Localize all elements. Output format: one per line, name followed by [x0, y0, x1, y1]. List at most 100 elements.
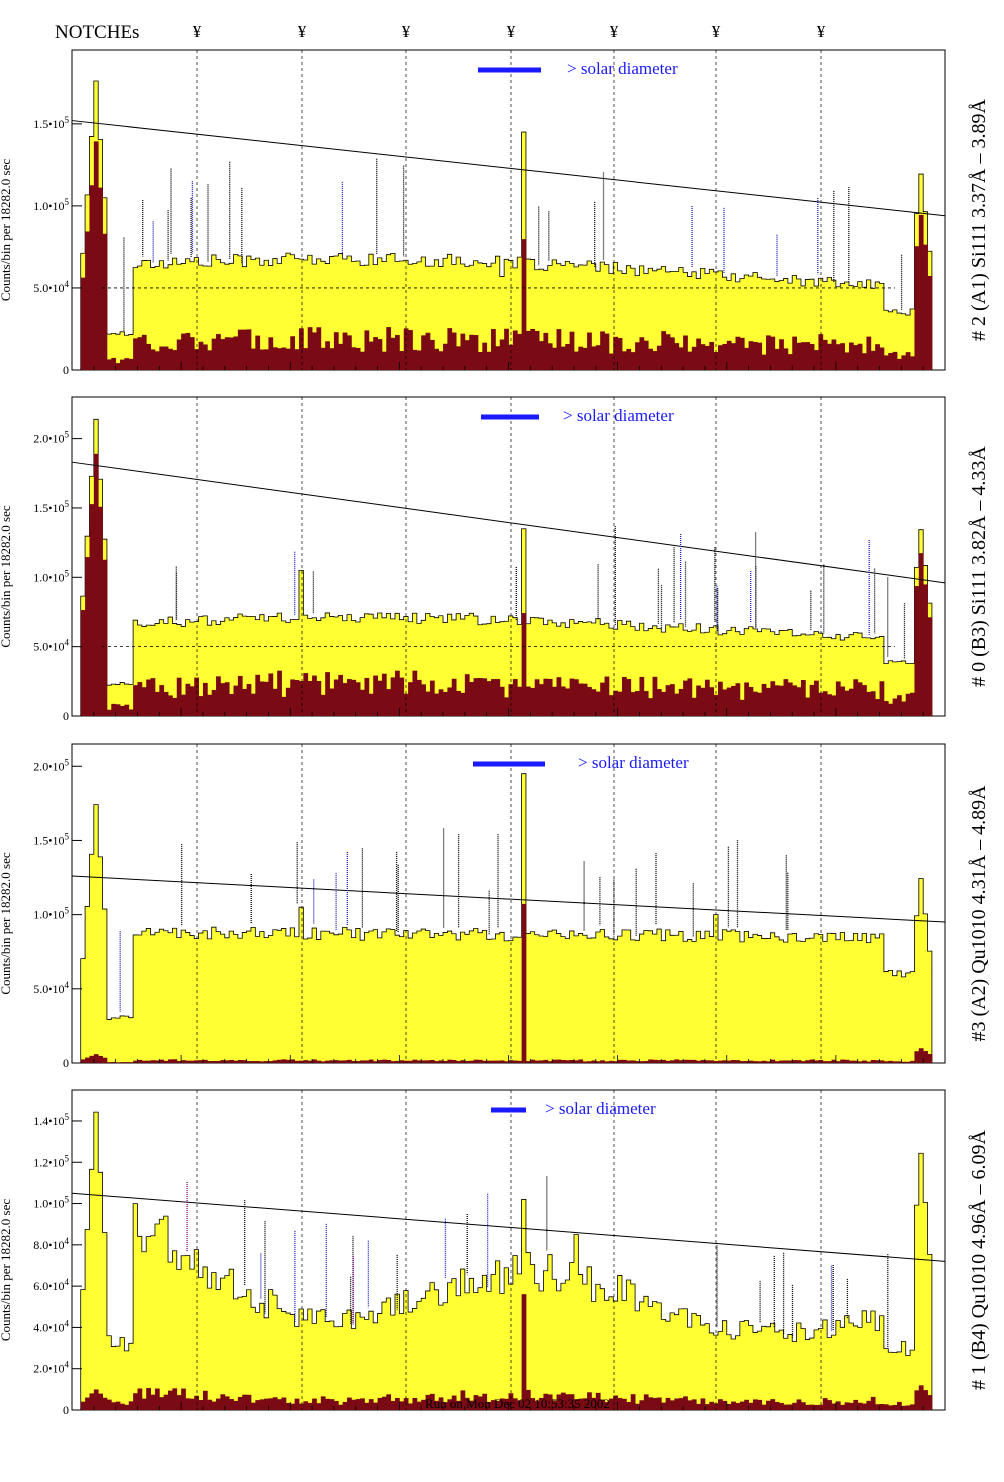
bar-partial — [656, 345, 662, 370]
bar-total — [237, 938, 243, 1063]
bar-partial — [539, 341, 544, 370]
bar-partial — [521, 239, 527, 370]
bar-partial — [294, 1060, 300, 1063]
bar-total — [896, 661, 902, 716]
bar-partial — [412, 1059, 418, 1063]
bar-total — [840, 1327, 846, 1410]
bar-partial — [805, 1404, 811, 1410]
series-total-outline — [72, 418, 945, 717]
bar-total — [639, 1301, 645, 1410]
bar-partial — [307, 327, 313, 370]
bar-partial — [85, 557, 90, 716]
bar-partial — [312, 1059, 317, 1063]
bar-partial — [626, 679, 632, 716]
bar-partial — [783, 1404, 789, 1410]
bar-total — [211, 927, 217, 1063]
bar-total — [818, 278, 824, 370]
bar-partial — [621, 1398, 627, 1410]
bar-partial — [779, 1060, 784, 1063]
bar-total — [202, 1266, 208, 1410]
bar-partial — [800, 1061, 806, 1063]
bar-total — [316, 939, 322, 1063]
bar-total — [774, 281, 780, 370]
bar-partial — [888, 353, 894, 370]
bar-total — [661, 1319, 667, 1410]
bar-total — [831, 280, 837, 370]
bar-partial — [635, 342, 640, 370]
bar-partial — [312, 1398, 317, 1410]
y-tick-label-7: 1.2•105 — [33, 1153, 69, 1169]
y-axis-label: Counts/bin per 18282.0 sec — [0, 852, 13, 994]
bar-total — [111, 1017, 117, 1063]
bar-total — [298, 259, 304, 370]
bar-partial — [678, 347, 684, 370]
bar-total — [377, 257, 383, 370]
bar-total — [89, 854, 95, 1063]
bar-total — [565, 1279, 571, 1410]
bar-partial — [862, 1060, 867, 1063]
bar-partial — [809, 1059, 815, 1063]
y-tick-label-4: 1.5•105 — [33, 499, 69, 515]
bar-total — [377, 613, 383, 716]
bar-total — [159, 619, 165, 716]
bar-total — [272, 1295, 278, 1410]
y-tick-label-8: 1.4•105 — [33, 1112, 69, 1128]
bar-partial — [783, 348, 789, 370]
bar-partial — [731, 1060, 736, 1063]
bar-total — [914, 915, 920, 1063]
bar-partial — [255, 1061, 261, 1063]
bar-partial — [176, 339, 182, 370]
bar-total — [539, 936, 544, 1063]
bar-partial — [137, 1388, 143, 1410]
bar-total — [866, 637, 872, 716]
bar-partial — [512, 330, 518, 370]
bar-partial — [770, 1399, 776, 1410]
notch-mark-7: ¥ — [817, 22, 826, 41]
bar-total — [626, 1279, 632, 1410]
bar-total — [543, 1270, 549, 1410]
panel-2: 05.0•1041.0•1051.5•1052.0•105Counts/bin … — [0, 396, 990, 723]
bar-total — [482, 624, 488, 716]
bar-total — [726, 630, 732, 716]
bar-partial — [216, 334, 221, 370]
bar-partial — [338, 1060, 344, 1063]
bar-total — [857, 1327, 863, 1410]
bar-partial — [233, 1060, 239, 1063]
bar-total — [277, 930, 282, 1063]
bar-partial — [831, 695, 837, 716]
bar-partial — [290, 1403, 296, 1410]
bar-total — [434, 259, 440, 370]
bar-partial — [198, 1400, 204, 1410]
bar-total — [364, 265, 370, 370]
bar-partial — [565, 1060, 571, 1063]
bar-partial — [189, 1060, 195, 1063]
bar-total — [875, 1330, 880, 1410]
bar-total — [512, 617, 518, 716]
bar-partial — [128, 1062, 134, 1063]
bar-partial — [704, 679, 710, 716]
bar-partial — [556, 1394, 562, 1410]
bar-partial — [521, 903, 527, 1063]
bar-total — [98, 856, 103, 1063]
bar-total — [848, 285, 854, 370]
bar-partial — [766, 335, 771, 370]
bar-total — [648, 930, 653, 1063]
bar-partial — [809, 1404, 815, 1410]
bar-partial — [154, 691, 160, 716]
bar-partial — [408, 1403, 413, 1410]
bar-partial — [137, 1059, 143, 1063]
bar-total — [272, 929, 278, 1063]
bar-partial — [800, 342, 806, 370]
bar-total — [656, 1302, 662, 1410]
bar-total — [351, 937, 357, 1063]
bar-total — [626, 265, 632, 370]
bar-partial — [792, 685, 797, 716]
y-tick-label-1: 0 — [63, 363, 69, 377]
bar-partial — [683, 680, 688, 716]
bar-partial — [831, 1403, 837, 1410]
bar-total — [399, 261, 405, 370]
bar-total — [761, 279, 767, 370]
bar-partial — [425, 332, 431, 370]
